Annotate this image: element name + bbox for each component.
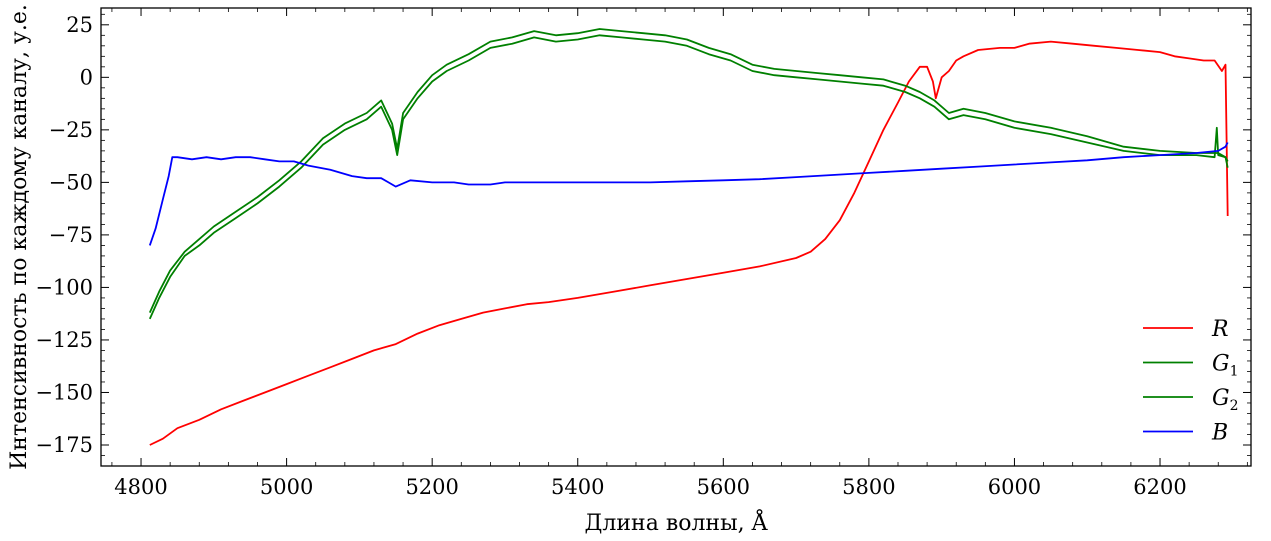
x-tick-label: 5800 bbox=[842, 475, 895, 499]
tick-labels: 4800 5000 5200 5400 5600 5800 6000 6200 25 0 −25 −5… bbox=[35, 13, 1186, 499]
x-tick-label: 5000 bbox=[260, 475, 313, 499]
ticks-layer bbox=[101, 8, 1251, 467]
series-line-r bbox=[149, 40, 1229, 446]
x-tick-label: 5400 bbox=[551, 475, 604, 499]
legend: R G1 G2 B bbox=[1143, 317, 1239, 446]
y-axis-label: Интенсивность по каждому каналу, у.е. bbox=[7, 4, 32, 470]
y-tick-label: −50 bbox=[49, 170, 93, 194]
y-tick-label: −125 bbox=[35, 328, 93, 352]
legend-label: G1 bbox=[1212, 352, 1239, 380]
y-tick-label: −150 bbox=[35, 380, 93, 404]
y-tick-label: 25 bbox=[66, 13, 93, 37]
legend-subscript: 2 bbox=[1230, 398, 1239, 414]
plot-frame bbox=[100, 7, 1252, 467]
x-tick-label: 6200 bbox=[1133, 475, 1186, 499]
legend-item-b: B bbox=[1143, 421, 1228, 446]
x-tick-label: 5600 bbox=[697, 475, 750, 499]
y-tick-label: 0 bbox=[80, 65, 93, 89]
series-line-g2 bbox=[148, 28, 1229, 313]
y-tick-label: −175 bbox=[35, 433, 93, 457]
series-line-b bbox=[148, 142, 1229, 246]
series-layer bbox=[148, 28, 1229, 446]
legend-label: G2 bbox=[1212, 386, 1239, 414]
x-tick-label: 6000 bbox=[988, 475, 1041, 499]
y-tick-label: −100 bbox=[35, 275, 93, 299]
legend-item-g2: G2 bbox=[1143, 386, 1239, 414]
legend-label: R bbox=[1211, 317, 1229, 342]
y-tick-label: −75 bbox=[49, 223, 93, 247]
x-tick-label: 5200 bbox=[405, 475, 458, 499]
legend-subscript: 1 bbox=[1230, 364, 1239, 380]
y-tick-label: −25 bbox=[49, 118, 93, 142]
legend-item-g1: G1 bbox=[1143, 352, 1239, 380]
legend-label: B bbox=[1211, 421, 1228, 446]
series-line-g1 bbox=[148, 34, 1229, 320]
legend-item-r: R bbox=[1143, 317, 1229, 342]
x-tick-label: 4800 bbox=[114, 475, 167, 499]
x-axis-label: Длина волны, Å bbox=[585, 508, 769, 536]
